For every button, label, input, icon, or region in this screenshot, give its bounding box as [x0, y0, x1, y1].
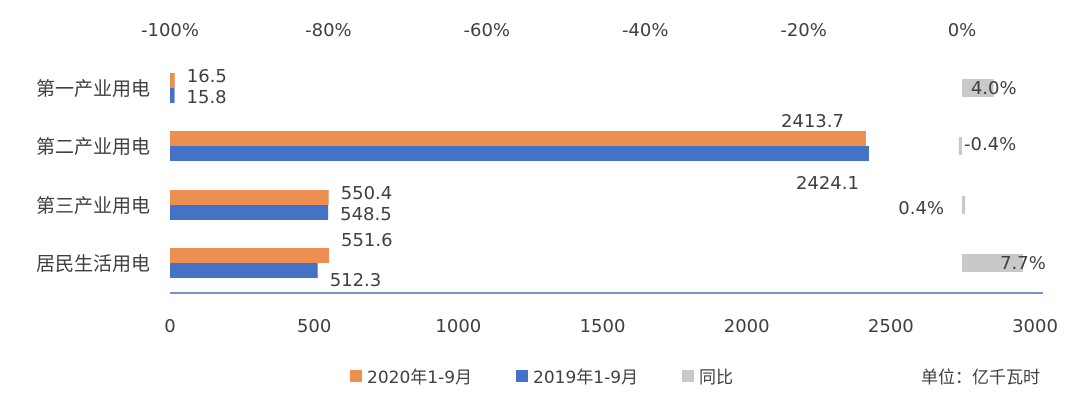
legend-swatch [682, 370, 694, 382]
bars [170, 73, 1023, 278]
bar-2019 [170, 146, 869, 161]
top-axis: -100% -80% -60% -40% -20% 0% [141, 20, 976, 41]
category-label: 第一产业用电 [36, 78, 150, 100]
category-label: 第二产业用电 [36, 136, 150, 158]
data-label-2019: 548.5 [340, 204, 392, 225]
bar-2020 [170, 131, 866, 146]
top-tick-label: -100% [141, 20, 199, 41]
bottom-tick-label: 3000 [1012, 316, 1058, 337]
bottom-tick-label: 2500 [868, 316, 914, 337]
bottom-tick-label: 500 [297, 316, 331, 337]
bar-yoy [962, 196, 966, 214]
legend-swatch [350, 370, 362, 382]
bar-2020 [170, 73, 175, 88]
data-label-2019: 15.8 [187, 87, 227, 108]
legend-label: 同比 [699, 368, 733, 388]
bar-2020 [170, 190, 329, 205]
top-tick-label: -20% [780, 20, 827, 41]
data-label-yoy: 4.0% [971, 78, 1017, 99]
top-tick-label: -40% [622, 20, 669, 41]
unit-note: 单位：亿千瓦时 [921, 368, 1040, 388]
category-label: 第三产业用电 [36, 195, 150, 217]
data-label-2020: 16.5 [187, 66, 227, 87]
legend-label: 2019年1-9月 [533, 368, 638, 388]
top-tick-label: -60% [464, 20, 511, 41]
bottom-tick-label: 1500 [580, 316, 626, 337]
top-tick-label: 0% [948, 20, 977, 41]
bottom-axis: 0 500 1000 1500 2000 2500 3000 [164, 316, 1058, 337]
data-label-yoy: -0.4% [964, 134, 1016, 155]
category-label: 居民生活用电 [36, 253, 150, 275]
bar-2019 [170, 88, 175, 103]
top-tick-label: -80% [305, 20, 352, 41]
bottom-tick-label: 1000 [435, 316, 481, 337]
data-label-2019: 2424.1 [796, 173, 859, 194]
data-label-yoy: 0.4% [898, 198, 944, 219]
bar-yoy [962, 79, 994, 97]
bar-2019 [170, 205, 329, 220]
data-label-2019: 512.3 [330, 270, 382, 291]
data-label-2020: 551.6 [341, 230, 393, 251]
bar-yoy [962, 254, 1023, 272]
bar-2020 [170, 248, 330, 263]
data-label-2020: 2413.7 [781, 111, 844, 132]
data-label-yoy: 7.7% [1000, 253, 1046, 274]
bottom-tick-label: 0 [164, 316, 175, 337]
legend-swatch [516, 370, 528, 382]
bar-yoy [958, 137, 962, 155]
bar-2019 [170, 263, 318, 278]
legend: 2020年1-9月 2019年1-9月 同比 [350, 368, 733, 388]
bottom-tick-label: 2000 [724, 316, 770, 337]
data-label-2020: 550.4 [341, 183, 393, 204]
legend-label: 2020年1-9月 [367, 368, 472, 388]
